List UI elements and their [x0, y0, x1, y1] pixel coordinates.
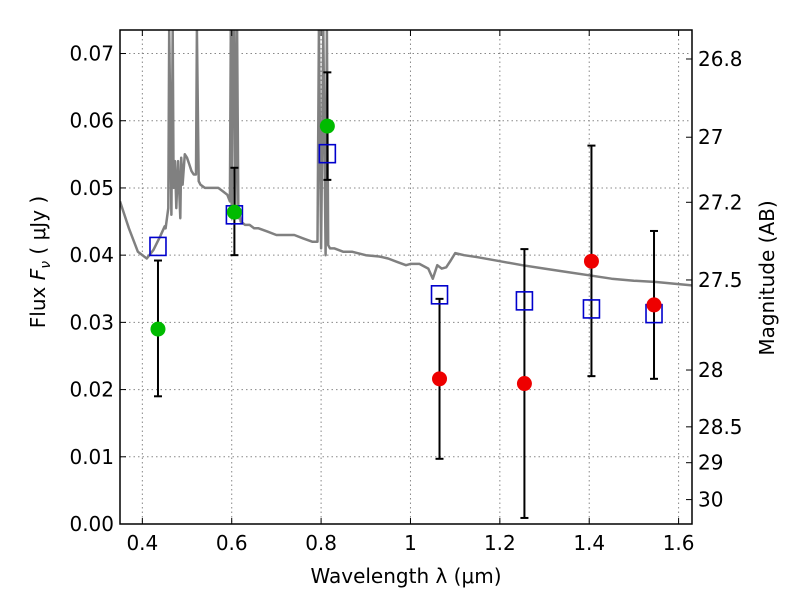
model-point [582, 299, 601, 319]
right-tick-label: 27.2 [698, 190, 743, 214]
x-tick-label: 0.6 [216, 531, 248, 555]
y-tick-label: 0.02 [69, 378, 114, 402]
right-axis-label: Magnitude (AB) [755, 200, 779, 355]
model-point [149, 236, 167, 257]
right-tick-label: 26.8 [698, 47, 743, 71]
observed-point [583, 253, 599, 269]
spectrum-line [120, 30, 692, 287]
observed-point [226, 204, 242, 220]
right-tick-label: 28.5 [698, 415, 743, 439]
y-axis-ticks: 0.00 0.01 0.02 0.03 0.04 0.05 0.06 0.07 [69, 42, 126, 536]
x-tick-label: 1.6 [663, 531, 695, 555]
x-tick-label: 1.2 [484, 531, 516, 555]
model-point [515, 291, 534, 311]
x-axis-label: Wavelength λ (μm) [310, 564, 501, 588]
observed-point [150, 321, 166, 337]
right-tick-label: 27.5 [698, 268, 743, 292]
y-tick-label: 0.05 [69, 176, 114, 200]
observed-point [319, 118, 335, 134]
x-tick-label: 0.8 [305, 531, 337, 555]
plot-frame [119, 29, 693, 525]
x-tick-label: 1 [404, 531, 417, 555]
right-axis-ticks: 26.8 27 27.2 27.5 28 28.5 29 30 [686, 47, 743, 512]
x-axis-ticks: 0.4 0.6 0.8 1 1.2 1.4 1.6 [126, 30, 695, 555]
observed-point [646, 297, 662, 313]
observed-point [516, 376, 532, 392]
data-markers [149, 118, 663, 392]
right-tick-label: 28 [698, 358, 723, 382]
y-tick-label: 0.01 [69, 445, 114, 469]
observed-point [432, 371, 448, 387]
y-tick-label: 0.03 [69, 310, 114, 334]
y-tick-label: 0.04 [69, 243, 114, 267]
right-tick-label: 27 [698, 125, 723, 149]
right-tick-label: 30 [698, 488, 723, 512]
y-axis-label: Flux Fν ( μJy ) [26, 196, 54, 328]
model-spectrum [120, 30, 692, 287]
y-tick-label: 0.00 [69, 512, 114, 536]
y-tick-label: 0.06 [69, 109, 114, 133]
model-point [430, 285, 449, 305]
y-tick-label: 0.07 [69, 42, 114, 66]
model-point [318, 143, 337, 164]
x-tick-label: 1.4 [573, 531, 605, 555]
right-tick-label: 29 [698, 451, 723, 475]
x-tick-label: 0.4 [126, 531, 158, 555]
